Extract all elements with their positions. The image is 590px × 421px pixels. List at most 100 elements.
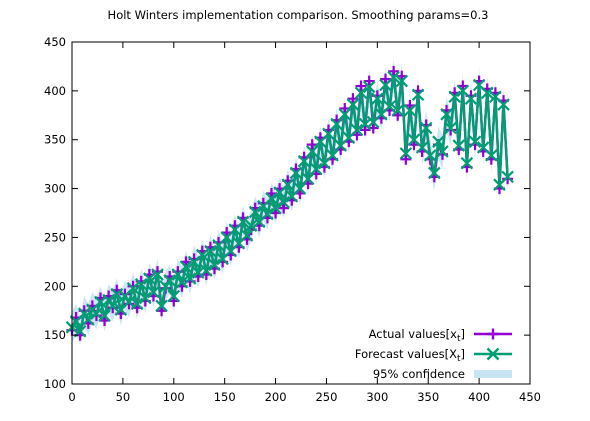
- forecast-point: [277, 195, 290, 209]
- forecast-point: [147, 285, 160, 299]
- actual-point: [388, 65, 400, 77]
- forecast-point: [175, 276, 189, 289]
- series-layer: [65, 65, 514, 341]
- forecast-point: [497, 98, 510, 111]
- forecast-point: [143, 272, 156, 285]
- forecast-point: [480, 86, 494, 100]
- forecast-point: [485, 149, 498, 162]
- forecast-point: [265, 192, 278, 205]
- forecast-line: [71, 75, 509, 333]
- forecast-point: [399, 147, 413, 160]
- confidence-band: [72, 59, 508, 345]
- x-tick-label: 350: [417, 390, 439, 404]
- forecast-point: [387, 70, 400, 84]
- forecast-point: [326, 149, 339, 162]
- legend-label: Forecast values[Xt]: [355, 347, 465, 364]
- y-tick-label: 250: [44, 230, 66, 244]
- forecast-point: [444, 121, 457, 135]
- forecast-point: [106, 299, 119, 313]
- forecast-point: [338, 108, 352, 121]
- forecast-point: [208, 258, 221, 272]
- forecast-point: [464, 92, 478, 105]
- forecast-point: [139, 291, 152, 305]
- x-tick-label: 50: [116, 390, 131, 404]
- y-tick-label: 150: [44, 328, 66, 342]
- y-tick-label: 300: [44, 182, 66, 196]
- forecast-point: [322, 127, 335, 141]
- x-tick-label: 400: [468, 390, 490, 404]
- forecast-point: [289, 166, 303, 180]
- forecast-point: [281, 178, 295, 191]
- forecast-point: [411, 88, 425, 102]
- forecast-point: [244, 219, 258, 232]
- y-tick-label: 350: [44, 133, 66, 147]
- legend-label: Actual values[xt]: [369, 327, 465, 344]
- forecast-point: [163, 274, 176, 287]
- forecast-point: [167, 289, 181, 303]
- forecast-point: [240, 229, 254, 242]
- forecast-point: [159, 280, 172, 293]
- forecast-point: [261, 207, 274, 221]
- forecast-point: [419, 121, 433, 135]
- forecast-point: [236, 215, 250, 229]
- forecast-point: [179, 260, 193, 274]
- forecast-point: [126, 281, 140, 295]
- actual-point: [278, 202, 290, 214]
- x-tick-label: 300: [366, 390, 388, 404]
- forecast-point: [383, 100, 396, 113]
- forecast-point: [293, 182, 307, 195]
- y-tick-label: 200: [44, 279, 66, 293]
- forecast-point: [183, 272, 197, 285]
- forecast-point: [346, 98, 360, 111]
- legend-swatch: [474, 370, 512, 378]
- forecast-point: [309, 162, 323, 176]
- forecast-point: [77, 307, 91, 320]
- forecast-point: [134, 278, 148, 291]
- x-tick-label: 0: [68, 390, 75, 404]
- forecast-point: [204, 244, 217, 258]
- legend-marker: [486, 347, 500, 361]
- forecast-point: [460, 156, 474, 170]
- forecast-markers: [65, 70, 514, 338]
- forecast-point: [436, 145, 449, 158]
- x-tick-label: 250: [315, 390, 337, 404]
- actual-point: [363, 75, 375, 87]
- plot-frame: [71, 41, 531, 385]
- axis-ticks: 0 50 100 150 200 250 300 350 400 450 100 150 200 250 3…: [44, 35, 541, 404]
- forecast-point: [305, 145, 319, 158]
- forecast-point: [440, 108, 453, 121]
- actual-point: [400, 153, 412, 165]
- actual-point: [355, 80, 367, 92]
- forecast-point: [200, 264, 213, 277]
- forecast-point: [395, 74, 409, 88]
- forecast-point: [98, 309, 111, 322]
- forecast-point: [130, 297, 144, 311]
- forecast-point: [350, 123, 364, 137]
- y-tick-label: 100: [44, 377, 66, 391]
- legend-label: 95% confidence: [373, 367, 465, 381]
- forecast-point: [354, 86, 368, 100]
- chart-title: Holt Winters implementation comparison. …: [108, 8, 489, 22]
- forecast-point: [432, 135, 445, 148]
- forecast-point: [468, 135, 482, 148]
- forecast-point: [501, 170, 514, 184]
- x-tick-label: 200: [265, 390, 287, 404]
- forecast-point: [155, 299, 168, 313]
- forecast-point: [371, 92, 384, 105]
- legend-marker: [487, 328, 499, 340]
- forecast-point: [423, 149, 437, 162]
- forecast-point: [82, 313, 95, 326]
- forecast-point: [452, 139, 466, 152]
- forecast-point: [403, 104, 417, 117]
- forecast-point: [330, 117, 343, 131]
- forecast-point: [448, 90, 461, 103]
- confidence-band-layer: [72, 59, 508, 345]
- y-tick-label: 400: [44, 84, 66, 98]
- forecast-point: [248, 205, 262, 219]
- y-tick-label: 450: [44, 35, 66, 49]
- x-tick-label: 450: [519, 390, 541, 404]
- x-tick-label: 150: [214, 390, 236, 404]
- legend: Actual values[xt] Forecast values[Xt] 95% …: [355, 327, 512, 381]
- forecast-point: [428, 166, 441, 180]
